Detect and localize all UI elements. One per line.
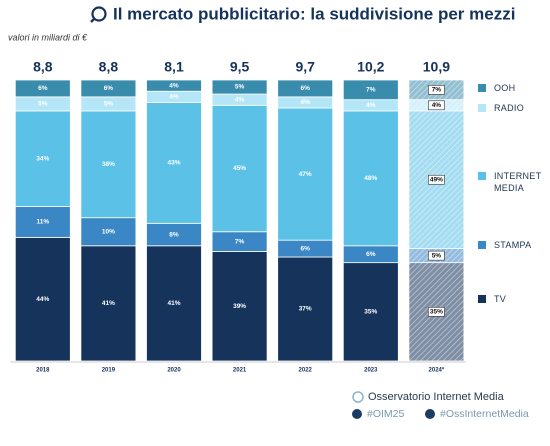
segment-label: 4% xyxy=(169,82,179,89)
segment-label: 10% xyxy=(102,228,115,235)
bar-segment xyxy=(277,256,334,362)
bar-segment xyxy=(146,79,202,92)
segment-label: 5% xyxy=(235,84,245,91)
label-box xyxy=(428,174,445,185)
bar-segment xyxy=(80,217,137,247)
footer-brand: Osservatorio Internet Media xyxy=(368,391,505,403)
legend-item: INTERNET MEDIA xyxy=(494,171,542,193)
label-box xyxy=(428,100,445,111)
footer-logo xyxy=(352,391,364,403)
bar-segment xyxy=(211,104,268,233)
segment-label: 47% xyxy=(299,171,312,178)
segment-label: 6% xyxy=(38,85,48,92)
segment-label: 37% xyxy=(299,306,312,313)
bar-segment xyxy=(146,245,202,362)
x-tick-label: 2019 xyxy=(102,368,116,374)
segment-label: 39% xyxy=(233,303,246,310)
bar-segment xyxy=(277,107,334,241)
total-label: 9,5 xyxy=(230,59,250,75)
hashtag: #OssInternetMedia xyxy=(440,408,529,420)
segment-label: 35% xyxy=(430,309,443,316)
legend-item: STAMPA xyxy=(494,240,532,250)
legend-label: STAMPA xyxy=(494,240,532,250)
bar-segment xyxy=(14,110,71,207)
legend-label: RADIO xyxy=(494,103,525,113)
segment-label: 6% xyxy=(104,85,114,92)
segment-label: 5% xyxy=(432,252,442,259)
legend-swatch xyxy=(478,84,486,92)
label-box xyxy=(428,250,445,261)
legend-label: OOH xyxy=(494,83,516,93)
label-box xyxy=(428,307,445,317)
segment-label: 48% xyxy=(364,175,377,182)
segment-label: 4% xyxy=(300,99,310,106)
legend-swatch xyxy=(478,172,486,180)
legend-label: INTERNET MEDIA xyxy=(494,171,542,193)
segment-label: 7% xyxy=(235,238,245,245)
title-logo xyxy=(90,6,107,23)
bar-segment xyxy=(80,245,137,362)
bar-segment xyxy=(14,79,71,98)
segment-label: 4% xyxy=(432,102,442,109)
total-label: 8,8 xyxy=(33,59,53,75)
total-label: 9,7 xyxy=(295,59,315,75)
bar-segment xyxy=(211,251,268,362)
segment-label: 4% xyxy=(169,94,179,101)
bar-segment xyxy=(80,79,137,98)
segment-label: 5% xyxy=(38,101,48,108)
chart-title: Il mercato pubblicitario: la suddivision… xyxy=(113,4,515,23)
hashtag: #OIM25 xyxy=(367,408,405,420)
twitter-icon xyxy=(352,409,362,419)
total-label: 8,1 xyxy=(164,59,184,75)
segment-label: 41% xyxy=(167,300,180,307)
bar-segment xyxy=(146,102,202,224)
segment-label: 8% xyxy=(169,231,179,238)
segment-label: 49% xyxy=(430,176,443,183)
segment-label: 34% xyxy=(36,155,49,162)
bar-segment xyxy=(14,236,71,362)
x-tick-label: 2018 xyxy=(36,368,50,374)
total-label: 8,8 xyxy=(99,59,119,75)
segment-label: 43% xyxy=(167,160,180,167)
segment-label: 6% xyxy=(300,85,310,92)
x-tick-label: 2022 xyxy=(299,368,313,374)
segment-label: 6% xyxy=(366,251,376,258)
segment-label: 4% xyxy=(235,96,245,103)
x-tick-label: 2021 xyxy=(233,368,247,374)
bar-segment xyxy=(14,206,71,238)
segment-label: 4% xyxy=(366,102,376,109)
x-tick-label: 2020 xyxy=(167,368,181,374)
segment-label: 6% xyxy=(300,245,310,252)
total-label: 10,2 xyxy=(357,59,384,75)
bar-segment xyxy=(342,79,399,101)
segment-label: 35% xyxy=(364,309,377,316)
bar-segment xyxy=(342,110,399,247)
segment-label: 5% xyxy=(104,101,114,108)
segment-label: 44% xyxy=(36,296,49,303)
segment-label: 38% xyxy=(102,161,115,168)
legend-item: OOH xyxy=(494,83,516,93)
legend-label: TV xyxy=(494,294,507,304)
legend-swatch xyxy=(478,295,486,303)
legend-swatch xyxy=(478,241,486,249)
x-tick-label: 2023 xyxy=(364,368,378,374)
bar-segment xyxy=(277,79,334,98)
twitter-icon xyxy=(425,409,435,419)
segment-label: 7% xyxy=(366,87,376,94)
legend-item: RADIO xyxy=(494,103,525,113)
chart-subtitle: valori in miliardi di € xyxy=(8,32,88,42)
total-label: 10,9 xyxy=(423,59,450,75)
segment-label: 11% xyxy=(36,219,49,226)
bar-segment xyxy=(80,110,137,219)
legend-swatch xyxy=(478,104,486,112)
footer: Osservatorio Internet Media #OIM25 #OssI… xyxy=(352,391,529,420)
bar-segment xyxy=(211,79,268,95)
segment-label: 45% xyxy=(233,165,246,172)
segment-label: 7% xyxy=(432,87,442,94)
label-box xyxy=(428,85,445,95)
x-tick-label: 2024* xyxy=(429,368,445,374)
legend-item: TV xyxy=(494,294,507,304)
segment-label: 41% xyxy=(102,300,115,307)
